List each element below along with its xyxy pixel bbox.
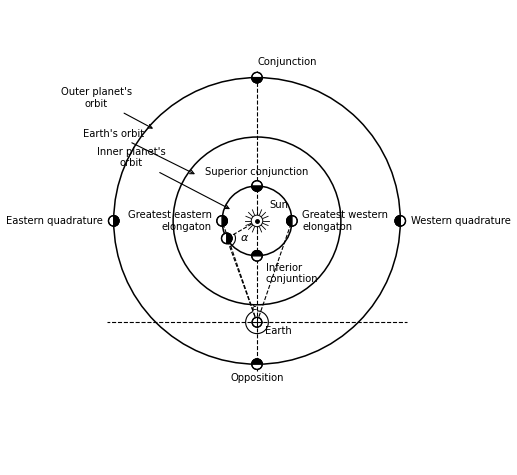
Wedge shape <box>252 77 262 83</box>
Circle shape <box>109 216 119 226</box>
Circle shape <box>252 251 262 261</box>
Wedge shape <box>252 359 262 364</box>
Wedge shape <box>252 251 262 256</box>
Circle shape <box>252 359 262 370</box>
Circle shape <box>287 216 297 226</box>
Text: Inferior
conjuntion: Inferior conjuntion <box>266 263 318 285</box>
Circle shape <box>217 216 227 226</box>
Text: Outer planet's
orbit: Outer planet's orbit <box>60 87 152 128</box>
Text: ε: ε <box>251 302 257 312</box>
Text: Western quadrature: Western quadrature <box>411 216 511 226</box>
Circle shape <box>221 233 232 244</box>
Text: α: α <box>240 233 248 243</box>
Circle shape <box>252 317 262 327</box>
Wedge shape <box>227 233 232 244</box>
Wedge shape <box>252 186 262 191</box>
Text: Inner planet's
orbit: Inner planet's orbit <box>97 147 229 209</box>
Circle shape <box>251 215 263 227</box>
Circle shape <box>252 72 262 83</box>
Circle shape <box>252 180 262 191</box>
Text: Conjunction: Conjunction <box>257 57 316 67</box>
Text: Superior conjunction: Superior conjunction <box>205 167 309 177</box>
Wedge shape <box>114 216 119 226</box>
Text: Sun: Sun <box>269 200 288 210</box>
Text: Greatest eastern
elongaton: Greatest eastern elongaton <box>128 210 211 232</box>
Text: Eastern quadrature: Eastern quadrature <box>6 216 103 226</box>
Text: Opposition: Opposition <box>230 373 284 383</box>
Circle shape <box>395 216 405 226</box>
Wedge shape <box>222 216 227 226</box>
Text: Earth's orbit: Earth's orbit <box>83 129 194 174</box>
Wedge shape <box>287 216 292 226</box>
Wedge shape <box>395 216 400 226</box>
Text: Earth: Earth <box>265 326 292 336</box>
Text: Greatest western
elongaton: Greatest western elongaton <box>302 210 388 232</box>
